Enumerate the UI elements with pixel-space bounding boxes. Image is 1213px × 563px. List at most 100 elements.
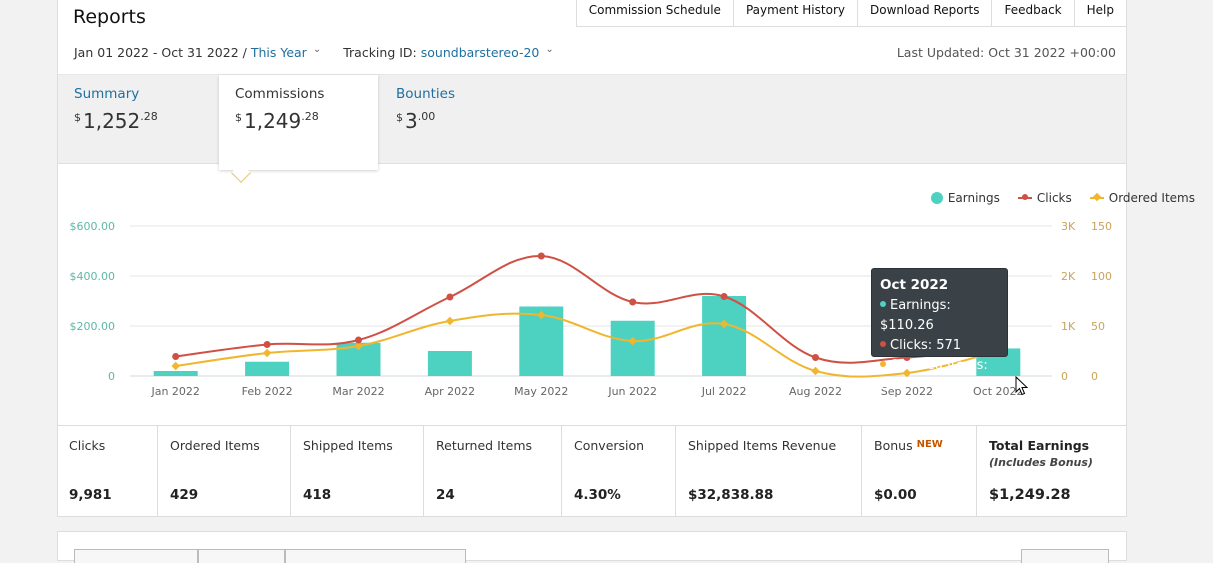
chart-legend: Earnings Clicks Ordered Items	[930, 191, 1195, 205]
top-navigation: Commission Schedule Payment History Down…	[575, 0, 1127, 27]
ordered-items-point	[262, 348, 272, 358]
tab-summary[interactable]: Summary $1,252.28	[58, 75, 217, 165]
earnings-bar	[610, 320, 655, 376]
clicks-point	[720, 293, 728, 300]
y-right-items-tick-label: 100	[1091, 270, 1112, 283]
ordered-items-point	[902, 368, 912, 378]
ordered-items-point	[628, 336, 637, 346]
clicks-point	[629, 298, 637, 306]
lower-tab[interactable]	[74, 549, 198, 563]
commission-schedule-button[interactable]: Commission Schedule	[576, 0, 734, 27]
mouse-cursor-icon	[1015, 376, 1029, 396]
x-tick-label: Apr 2022	[425, 385, 476, 398]
legend-earnings[interactable]: Earnings	[930, 191, 1000, 205]
y-right-clicks-tick-label: 0	[1061, 370, 1068, 383]
ordered-items-point	[811, 366, 820, 376]
y-right-items-tick-label: 150	[1091, 220, 1112, 233]
tab-amount: $1,252.28	[74, 109, 158, 133]
tab-label: Summary	[74, 86, 140, 102]
payment-history-button[interactable]: Payment History	[733, 0, 858, 27]
last-updated-text: Last Updated: Oct 31 2022 +00:00	[896, 45, 1116, 60]
y-right-items-tick-label: 50	[1091, 320, 1105, 333]
stat-total-earnings: Total Earnings (Includes Bonus) $1,249.2…	[989, 438, 1093, 503]
earnings-bar	[427, 351, 472, 376]
x-tick-label: Feb 2022	[242, 385, 293, 398]
tab-commissions[interactable]: Commissions $1,249.28	[219, 75, 378, 170]
stats-bar: Clicks 9,981 Ordered Items 429 Shipped Ite…	[57, 425, 1127, 517]
tab-label: Commissions	[235, 86, 325, 102]
page-title: Reports	[73, 6, 146, 28]
x-tick-label: Aug 2022	[789, 385, 842, 398]
clicks-point	[355, 336, 362, 344]
ordered-items-point	[354, 341, 363, 351]
ordered-items-line	[175, 312, 999, 378]
stat-bonus: Bonus NEW $0.00	[862, 426, 977, 517]
y-left-tick-label: $600.00	[70, 220, 116, 233]
clicks-swatch-icon	[1017, 194, 1032, 200]
help-button[interactable]: Help	[1074, 0, 1127, 27]
x-tick-label: Oct 2022	[973, 385, 1024, 398]
y-right-clicks-tick-label: 1K	[1061, 320, 1076, 333]
tab-amount: $3.00	[396, 109, 436, 133]
ordered-items-point	[171, 361, 180, 371]
new-badge: NEW	[916, 439, 943, 450]
earnings-bar	[702, 296, 747, 376]
chevron-down-icon[interactable]: ⌄	[545, 44, 554, 55]
stat-ordered-items: Ordered Items 429	[158, 426, 291, 517]
date-preset-dropdown[interactable]: This Year	[250, 45, 307, 60]
download-reports-button[interactable]: Download Reports	[857, 0, 993, 27]
date-range-text: Jan 01 2022 - Oct 31 2022 /	[74, 45, 247, 60]
stat-clicks: Clicks 9,981	[57, 426, 158, 517]
feedback-button[interactable]: Feedback	[992, 0, 1075, 27]
chart-tooltip: Oct 2022 Earnings: $110.26 Clicks: 571 O…	[871, 268, 1008, 393]
filter-bar: Jan 01 2022 - Oct 31 2022 / This Year ⌄ …	[74, 44, 576, 60]
y-left-tick-label: 0	[108, 370, 115, 383]
tab-label: Bounties	[396, 86, 456, 102]
stat-conversion: Conversion 4.30%	[562, 426, 676, 517]
clicks-point	[263, 341, 271, 348]
ordered-items-swatch-icon	[1089, 197, 1104, 199]
lower-tab[interactable]	[198, 549, 285, 563]
legend-ordered-items[interactable]: Ordered Items	[1089, 191, 1195, 205]
legend-clicks[interactable]: Clicks	[1017, 191, 1072, 205]
earnings-bar	[245, 361, 290, 376]
stat-shipped-items: Shipped Items 418	[291, 426, 424, 517]
lower-button[interactable]	[1021, 549, 1109, 563]
y-right-clicks-tick-label: 2K	[1061, 270, 1076, 283]
clicks-point	[537, 252, 545, 260]
stat-shipped-revenue: Shipped Items Revenue $32,838.88	[676, 426, 862, 517]
tooltip-title: Oct 2022	[880, 277, 949, 293]
stat-returned-items: Returned Items 24	[424, 426, 562, 517]
ordered-items-point	[445, 316, 455, 326]
lower-tab[interactable]	[285, 549, 466, 563]
x-tick-label: Sep 2022	[881, 385, 933, 398]
clicks-point	[812, 354, 819, 361]
ordered-items-point	[719, 319, 729, 329]
y-right-clicks-tick-label: 3K	[1061, 220, 1076, 233]
tracking-id-label: Tracking ID:	[343, 45, 417, 60]
earnings-bar	[153, 371, 198, 376]
x-tick-label: Jun 2022	[607, 385, 657, 398]
y-left-tick-label: $400.00	[70, 270, 116, 283]
clicks-line	[175, 254, 999, 364]
reports-panel: Reports Commission Schedule Payment Hist…	[57, 0, 1127, 517]
x-tick-label: May 2022	[514, 385, 568, 398]
tracking-id-dropdown[interactable]: soundbarstereo-20	[420, 45, 540, 60]
x-tick-label: Mar 2022	[332, 385, 384, 398]
ordered-items-point	[537, 310, 546, 320]
x-tick-label: Jul 2022	[701, 385, 747, 398]
tooltip-ordered: Ordered Items: 25	[880, 358, 988, 393]
x-tick-label: Jan 2022	[150, 385, 199, 398]
clicks-point	[446, 293, 454, 301]
lower-panel	[57, 531, 1127, 563]
tooltip-earnings: Earnings: $110.26	[880, 298, 951, 333]
report-tabs: Summary $1,252.28 Commissions $1,249.28 …	[58, 74, 1126, 170]
y-right-items-tick-label: 0	[1091, 370, 1098, 383]
chevron-down-icon[interactable]: ⌄	[312, 44, 322, 55]
tab-amount: $1,249.28	[235, 109, 319, 133]
earnings-swatch-icon	[930, 192, 943, 204]
y-left-tick-label: $200.00	[70, 320, 116, 333]
tooltip-clicks: Clicks: 571	[880, 336, 999, 356]
clicks-point	[172, 353, 180, 360]
tab-bounties[interactable]: Bounties $3.00	[380, 75, 539, 165]
